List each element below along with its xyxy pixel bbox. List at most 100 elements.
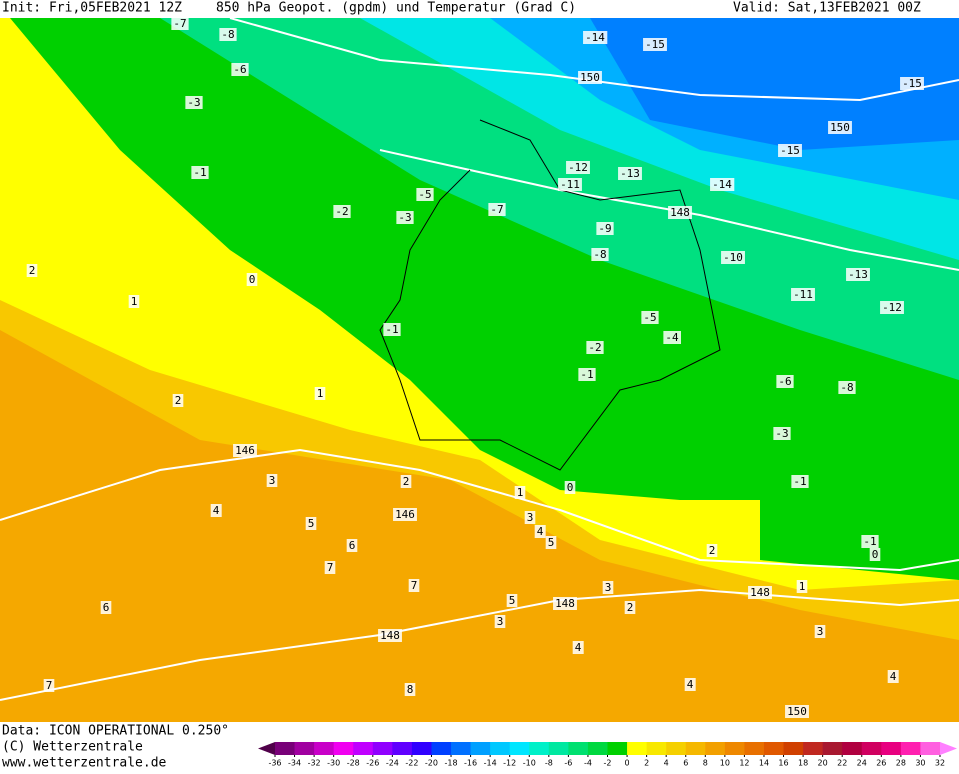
contour-label-bg bbox=[887, 670, 899, 683]
contour-label: -3 bbox=[775, 427, 788, 440]
colorbar-swatch bbox=[470, 742, 491, 755]
contour-label: -8 bbox=[221, 28, 234, 41]
contour-label-bg bbox=[578, 368, 596, 381]
colorbar-swatch bbox=[431, 742, 452, 755]
contour-label-bg bbox=[378, 629, 402, 642]
colorbar-label: 0 bbox=[625, 759, 630, 768]
colorbar-swatch bbox=[822, 742, 843, 755]
contour-label: -1 bbox=[385, 323, 398, 336]
contour-label-bg bbox=[553, 597, 577, 610]
map-area bbox=[0, 18, 959, 722]
contour-label: 3 bbox=[269, 474, 276, 487]
contour-label: 148 bbox=[380, 629, 400, 642]
footer-line: Data: ICON OPERATIONAL 0.250° bbox=[2, 724, 229, 739]
contour-label: -1 bbox=[863, 535, 876, 548]
contour-label: 150 bbox=[787, 705, 807, 718]
colorbar-label: -22 bbox=[405, 759, 418, 768]
contour-label-bg bbox=[128, 295, 140, 308]
contour-label-bg bbox=[346, 539, 358, 552]
contour-label-bg bbox=[586, 341, 604, 354]
colorbar-label: 14 bbox=[759, 759, 769, 768]
contour-label: -5 bbox=[643, 311, 656, 324]
contour-label-bg bbox=[776, 375, 794, 388]
contour-label: -3 bbox=[187, 96, 200, 109]
contour-label-bg bbox=[100, 601, 112, 614]
contour-label-bg bbox=[710, 178, 735, 191]
temp-band bbox=[590, 18, 959, 150]
colorbar-swatch bbox=[783, 742, 804, 755]
contour-label-bg bbox=[591, 248, 609, 261]
colorbar-label: -14 bbox=[484, 759, 497, 768]
contour-label-bg bbox=[791, 288, 815, 301]
contour-label-bg bbox=[624, 601, 636, 614]
colorbar-swatch bbox=[392, 742, 413, 755]
contour-label: -6 bbox=[778, 375, 791, 388]
colorbar-swatch bbox=[744, 742, 765, 755]
contour-label: -1 bbox=[580, 368, 593, 381]
colorbar-swatch bbox=[666, 742, 687, 755]
contour-label-bg bbox=[748, 586, 772, 599]
contour-label-bg bbox=[778, 144, 802, 157]
colorbar-label: 30 bbox=[915, 759, 925, 768]
contour-label-bg bbox=[400, 475, 412, 488]
contour-label: 2 bbox=[627, 601, 634, 614]
colorbar-swatch bbox=[881, 742, 902, 755]
contour-label: 5 bbox=[509, 594, 516, 607]
colorbar-label: 4 bbox=[664, 759, 669, 768]
contour-label: -5 bbox=[418, 188, 431, 201]
contour-label-bg bbox=[171, 17, 189, 30]
contour-label-bg bbox=[396, 211, 414, 224]
colorbar-swatch bbox=[529, 742, 550, 755]
contour-label: 6 bbox=[103, 601, 110, 614]
geopotential-line bbox=[229, 18, 959, 102]
contour-label-bg bbox=[814, 625, 826, 638]
contour-label-bg bbox=[643, 38, 667, 51]
contour-label-bg bbox=[583, 31, 608, 44]
colorbar-swatch bbox=[509, 742, 530, 755]
contour-label: 3 bbox=[605, 581, 612, 594]
contour-label: 7 bbox=[327, 561, 334, 574]
contour-label: -8 bbox=[840, 381, 853, 394]
geopotential-line bbox=[379, 149, 959, 271]
colorbar-label: -8 bbox=[545, 759, 553, 768]
contour-label-bg bbox=[641, 311, 659, 324]
contour-label-bg bbox=[506, 594, 518, 607]
colorbar-label: 26 bbox=[876, 759, 886, 768]
contour-label: 4 bbox=[575, 641, 582, 654]
colorbar-end bbox=[940, 742, 957, 755]
contour-label: 2 bbox=[403, 475, 410, 488]
contour-label-bg bbox=[880, 301, 904, 314]
colorbar-swatch bbox=[353, 742, 374, 755]
contour-label: 2 bbox=[175, 394, 182, 407]
contour-label-bg bbox=[524, 511, 536, 524]
contour-label-bg bbox=[26, 264, 38, 277]
contour-label: 5 bbox=[548, 536, 555, 549]
contour-label-bg bbox=[488, 203, 506, 216]
contour-label: -12 bbox=[568, 161, 588, 174]
colorbar-swatch bbox=[587, 742, 608, 755]
contour-label-bg bbox=[494, 615, 506, 628]
colorbar-swatch bbox=[314, 742, 335, 755]
contour-label: -15 bbox=[780, 144, 800, 157]
contour-label: -15 bbox=[645, 38, 665, 51]
colorbar-label: -12 bbox=[503, 759, 516, 768]
contour-label-bg bbox=[43, 679, 55, 692]
colorbar-swatch bbox=[294, 742, 315, 755]
colorbar-swatch bbox=[568, 742, 589, 755]
colorbar-label: -16 bbox=[464, 759, 477, 768]
contour-label-bg bbox=[564, 481, 576, 494]
contour-label: 6 bbox=[349, 539, 356, 552]
colorbar-swatch bbox=[607, 742, 628, 755]
contour-label-bg bbox=[210, 504, 222, 517]
contour-label: -10 bbox=[723, 251, 743, 264]
colorbar-label: -36 bbox=[268, 759, 281, 768]
contour-label-bg bbox=[172, 394, 184, 407]
contour-label: 1 bbox=[131, 295, 138, 308]
colorbar-swatch bbox=[842, 742, 863, 755]
contour-label: 2 bbox=[709, 544, 716, 557]
contour-label-bg bbox=[314, 387, 326, 400]
contour-label: 4 bbox=[537, 525, 544, 538]
contour-label-bg bbox=[706, 544, 718, 557]
colorbar-swatch bbox=[685, 742, 706, 755]
contour-label: -1 bbox=[793, 475, 806, 488]
